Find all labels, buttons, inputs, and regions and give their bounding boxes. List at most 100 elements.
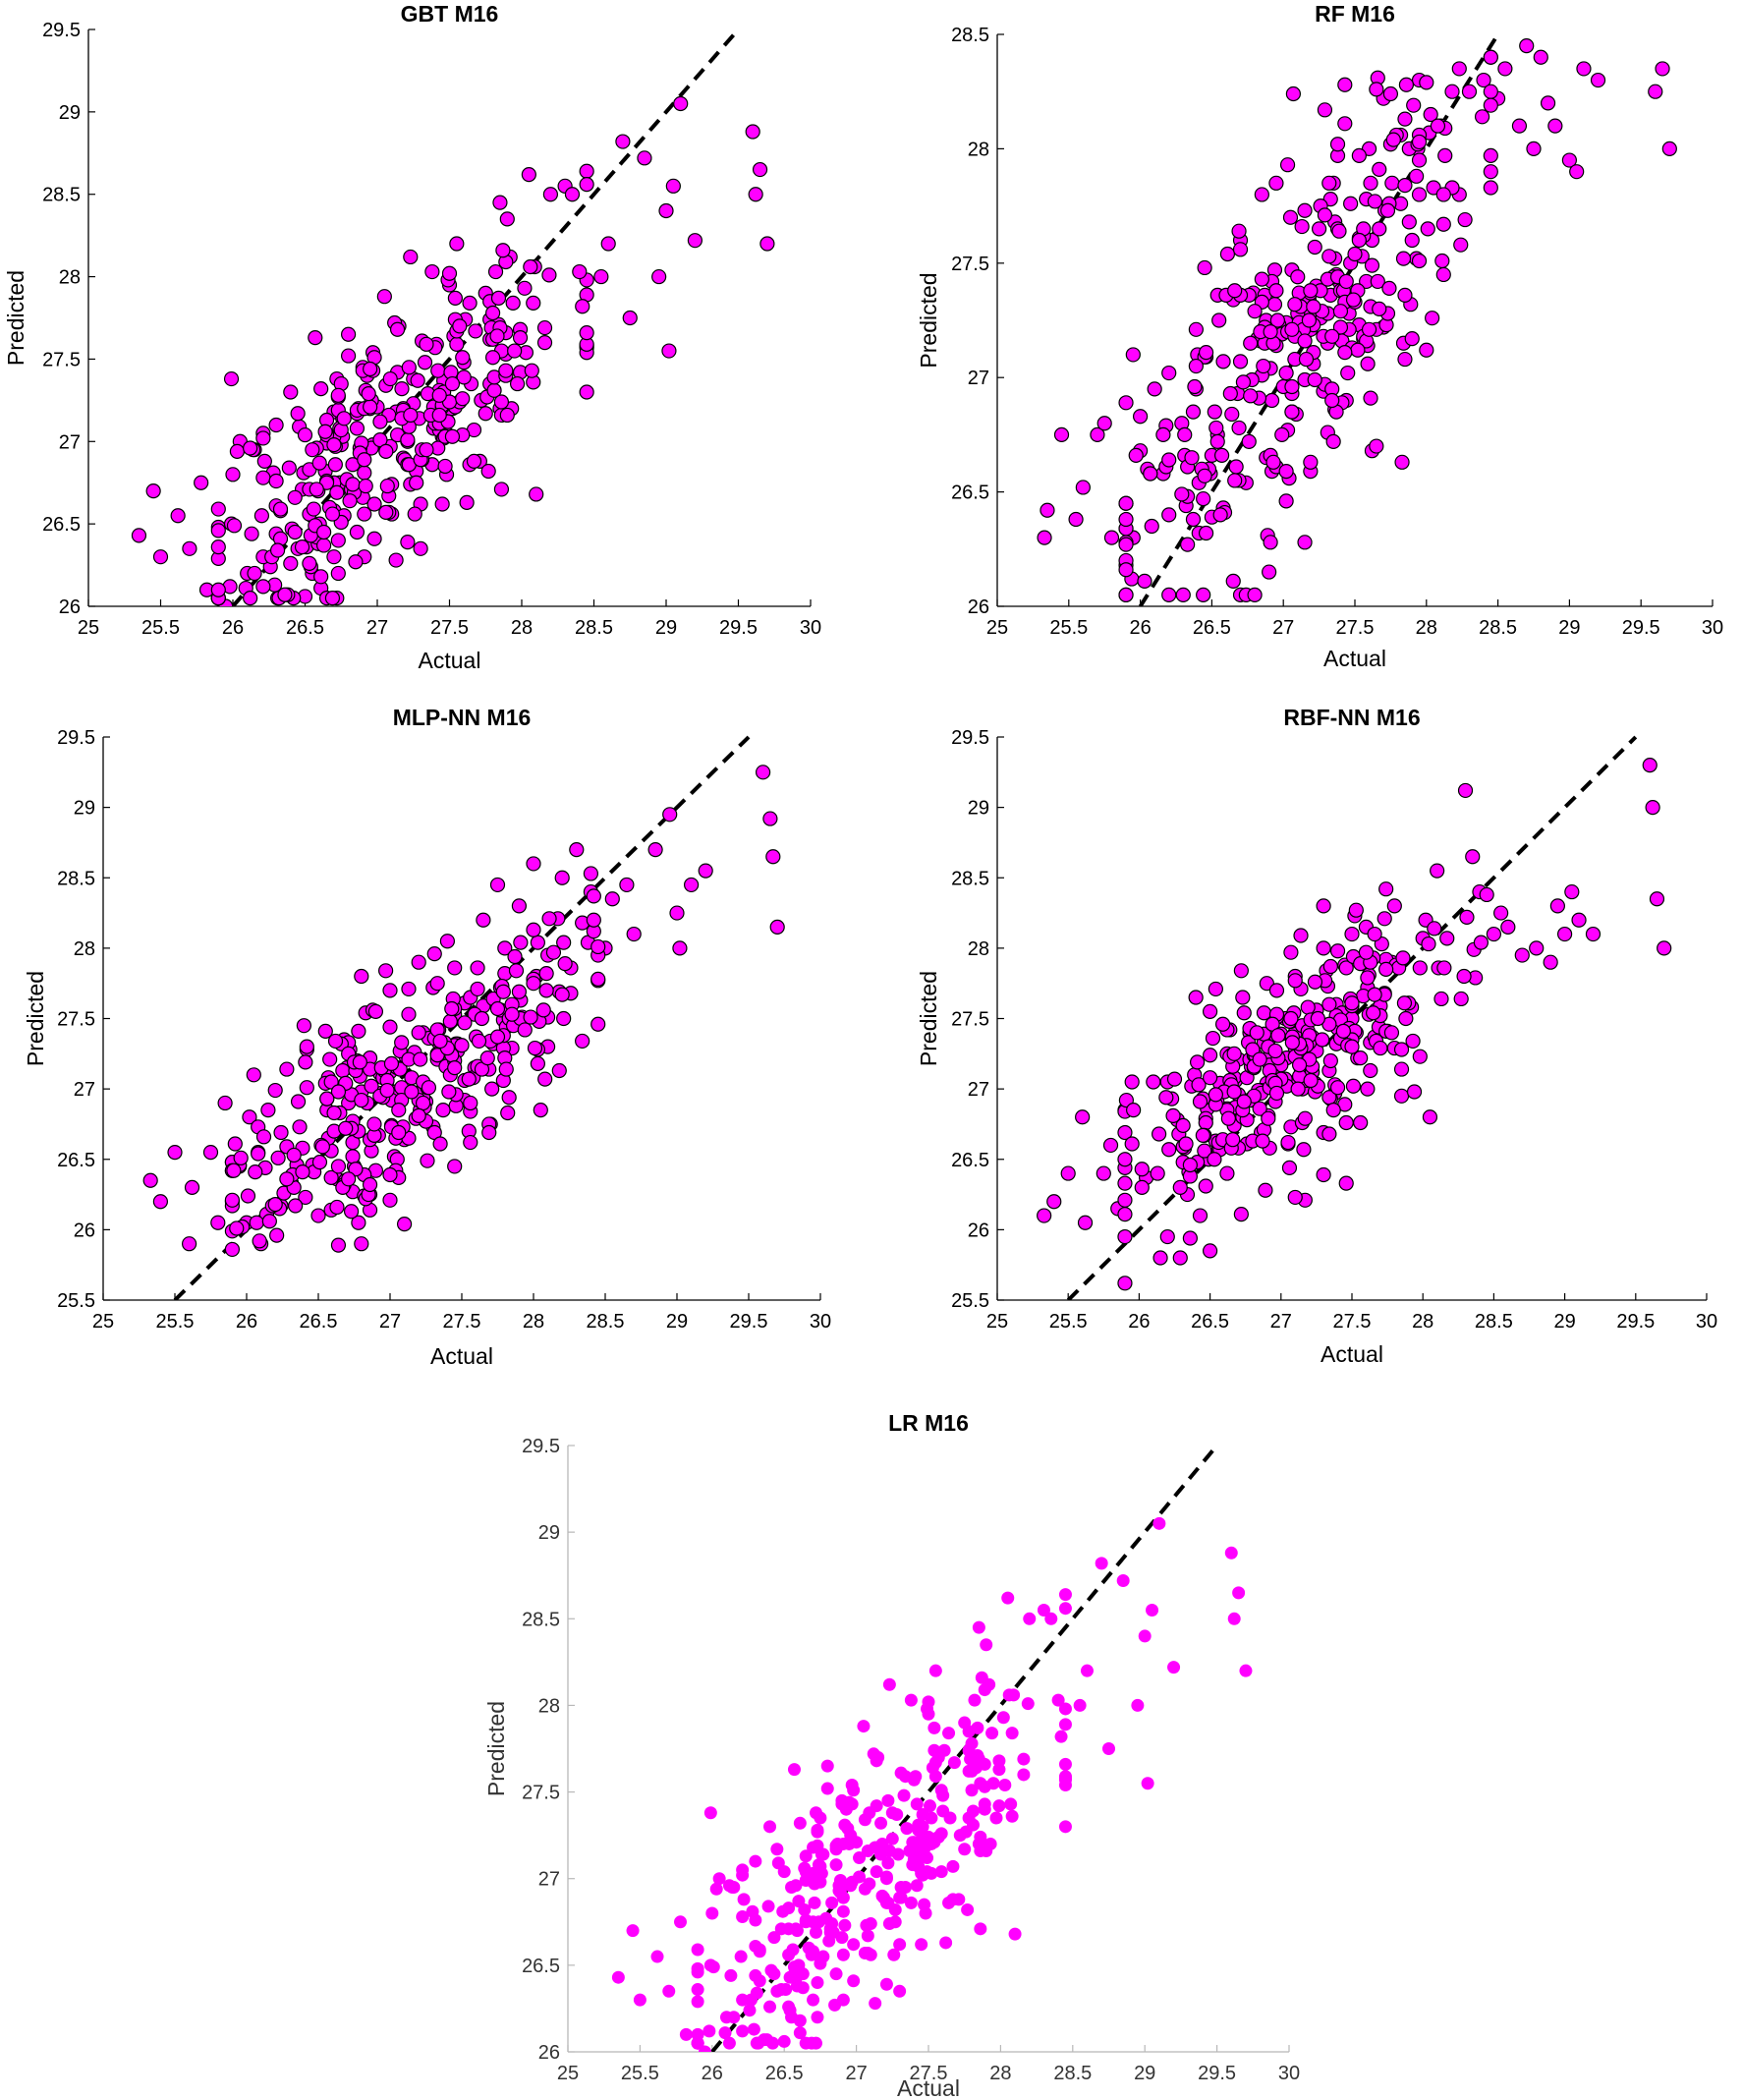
data-point [1161, 365, 1177, 381]
data-point [1096, 416, 1112, 431]
data-point [1187, 378, 1203, 395]
data-point [504, 1006, 520, 1022]
data-point [1325, 1103, 1341, 1118]
data-point [1419, 75, 1434, 90]
data-point [1321, 175, 1337, 191]
data-point [1205, 1030, 1221, 1047]
data-point [1227, 283, 1243, 299]
data-point [796, 1981, 810, 1995]
data-point [431, 407, 447, 424]
data-point [626, 1924, 640, 1938]
data-point [807, 1993, 820, 2007]
data-point [1046, 1194, 1062, 1210]
data-point [426, 946, 442, 962]
data-point [296, 1018, 311, 1034]
data-point [283, 384, 299, 400]
data-point [1196, 587, 1211, 602]
data-point [223, 370, 240, 387]
x-tick-label: 28.5 [575, 617, 613, 639]
data-point [1395, 251, 1412, 266]
data-point [805, 1948, 818, 1961]
data-point [691, 1983, 704, 1997]
data-point [793, 2014, 807, 2027]
plot-area [1037, 735, 1672, 1300]
data-point [533, 1103, 548, 1118]
y-tick-label: 28.5 [951, 25, 989, 46]
y-tick-label: 26 [59, 596, 81, 618]
data-point [674, 1915, 688, 1929]
data-point [487, 263, 504, 280]
data-point [403, 249, 419, 265]
data-point [1021, 1697, 1035, 1711]
data-point [1283, 1010, 1299, 1027]
data-point [435, 1103, 451, 1118]
data-point [411, 1107, 426, 1123]
data-point [763, 1820, 777, 1834]
data-point [986, 1777, 1000, 1790]
data-point [493, 394, 510, 410]
data-point [290, 1094, 307, 1109]
data-point [272, 501, 289, 517]
x-tick-label: 25.5 [1049, 617, 1088, 639]
data-point [287, 524, 303, 540]
data-point [317, 424, 333, 439]
y-tick-label: 25.5 [951, 1290, 989, 1312]
data-point [1419, 342, 1434, 358]
data-point [255, 430, 271, 446]
chart-panel-1: 25 25.5 26 26.5 27 27.5 28 28.5 29 29.5 30 26 26.5 27… [3, 1, 821, 673]
data-point [1367, 926, 1382, 942]
data-point [1332, 304, 1349, 319]
data-point [1054, 1730, 1068, 1743]
x-tick-label: 25.5 [1049, 1311, 1088, 1333]
data-point [1293, 928, 1309, 943]
data-point [1344, 995, 1360, 1011]
data-point [1017, 1752, 1031, 1766]
data-point [432, 1033, 448, 1050]
data-point [1185, 404, 1202, 420]
data-point [447, 1159, 463, 1174]
x-tick-label: 28 [1412, 1311, 1433, 1333]
data-point [489, 1029, 506, 1045]
x-tick-label: 27.5 [1336, 617, 1375, 639]
data-point [348, 554, 364, 570]
data-point [511, 898, 528, 914]
data-point [526, 295, 541, 312]
y-tick-label: 26.5 [951, 482, 989, 504]
y-axis-label: Predicted [23, 971, 48, 1066]
data-point [792, 1895, 806, 1908]
data-point [1306, 299, 1321, 314]
data-point [1397, 287, 1413, 303]
data-point [1382, 85, 1399, 102]
data-point [590, 938, 606, 955]
data-point [1649, 891, 1665, 907]
data-point [881, 1793, 895, 1807]
data-point [1303, 454, 1319, 470]
data-point [1397, 351, 1413, 368]
data-point [1642, 758, 1658, 773]
x-tick-label: 26 [236, 1311, 257, 1333]
data-point [1225, 1132, 1241, 1148]
data-point [1231, 420, 1247, 436]
data-point [1177, 426, 1193, 442]
data-point [785, 1881, 799, 1895]
data-point [767, 1967, 781, 1981]
data-point [947, 1756, 961, 1770]
data-point [1316, 1166, 1331, 1183]
data-point [706, 1960, 720, 1974]
data-point [1207, 404, 1222, 420]
data-point [1435, 266, 1451, 283]
data-point [1077, 1215, 1094, 1230]
data-point [248, 1164, 263, 1180]
data-point [247, 565, 262, 582]
data-point [457, 1015, 473, 1031]
data-point [1146, 1074, 1161, 1090]
chart-panel-4: 25 25.5 26 26.5 27 27.5 28 28.5 29 29.5 3025.52626… [916, 705, 1717, 1367]
data-point [1118, 511, 1134, 528]
data-point [1118, 395, 1134, 411]
y-tick-label: 29.5 [951, 727, 989, 749]
data-point [152, 549, 169, 565]
y-tick-label: 27 [59, 431, 81, 453]
data-point [829, 1858, 843, 1872]
data-point [705, 1906, 719, 1920]
data-point [511, 984, 528, 999]
